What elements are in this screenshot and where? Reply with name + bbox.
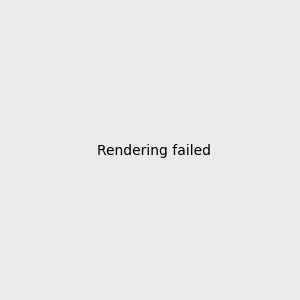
Text: Rendering failed: Rendering failed bbox=[97, 145, 211, 158]
